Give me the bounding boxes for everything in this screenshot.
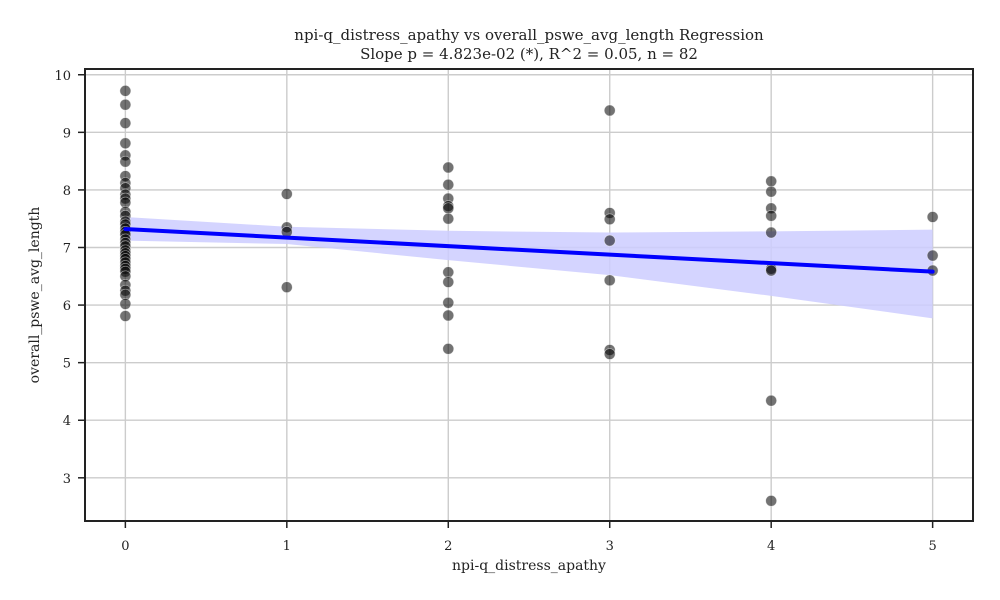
data-point — [442, 266, 455, 279]
data-point — [442, 161, 455, 174]
x-tick-label: 3 — [606, 539, 614, 554]
data-point — [442, 343, 455, 355]
ticks: 0 1 2 3 4 5 3 4 5 6 7 8 9 10 — [54, 69, 936, 554]
x-tick-label: 2 — [444, 539, 452, 554]
data-point — [765, 394, 777, 407]
chart-title: npi-q_distress_apathy vs overall_pswe_av… — [294, 26, 764, 44]
data-point — [765, 495, 777, 507]
data-point — [765, 185, 777, 198]
y-tick-label: 5 — [63, 357, 71, 372]
y-tick-label: 9 — [63, 126, 71, 141]
data-point — [442, 178, 455, 191]
regression-line-layer — [123, 227, 935, 274]
y-tick-label: 8 — [63, 184, 71, 199]
data-point — [119, 137, 132, 150]
data-point — [119, 85, 132, 97]
data-point — [603, 274, 616, 287]
y-axis-label: overall_pswe_avg_length — [27, 207, 43, 384]
data-point — [119, 98, 132, 111]
y-tick-label: 10 — [54, 69, 71, 84]
data-point — [765, 175, 777, 188]
plot-frame — [84, 68, 974, 522]
data-point — [926, 249, 939, 262]
data-point — [603, 104, 616, 117]
y-tick-label: 6 — [63, 299, 71, 314]
x-tick-label: 0 — [121, 539, 129, 554]
data-point — [926, 211, 939, 223]
x-tick-label: 4 — [767, 539, 775, 554]
data-point — [603, 213, 616, 226]
y-tick-label: 3 — [63, 472, 71, 487]
x-tick-label: 5 — [928, 539, 936, 554]
data-point — [442, 202, 455, 215]
chart-subtitle: Slope p = 4.823e-02 (*), R^2 = 0.05, n =… — [360, 45, 698, 63]
data-point — [119, 298, 132, 310]
data-point — [281, 281, 293, 294]
y-tick-label: 4 — [63, 414, 71, 429]
data-point — [603, 348, 616, 360]
data-point — [765, 210, 777, 222]
axes-frame — [84, 68, 974, 522]
data-point — [119, 310, 132, 322]
x-axis-label: npi-q_distress_apathy — [452, 558, 606, 574]
confidence-band-layer — [125, 216, 933, 319]
data-points — [119, 85, 939, 507]
data-point — [119, 155, 132, 168]
data-point — [119, 117, 132, 129]
data-point — [603, 234, 616, 247]
confidence-band — [125, 216, 933, 319]
y-tick-label: 7 — [63, 241, 71, 256]
data-point — [442, 212, 455, 225]
data-point — [442, 296, 455, 309]
data-point — [281, 188, 293, 200]
x-tick-label: 1 — [283, 539, 291, 554]
data-point — [765, 226, 777, 239]
data-point — [442, 309, 455, 322]
data-point — [765, 264, 777, 277]
regression-line — [123, 227, 935, 274]
data-point — [442, 276, 455, 288]
